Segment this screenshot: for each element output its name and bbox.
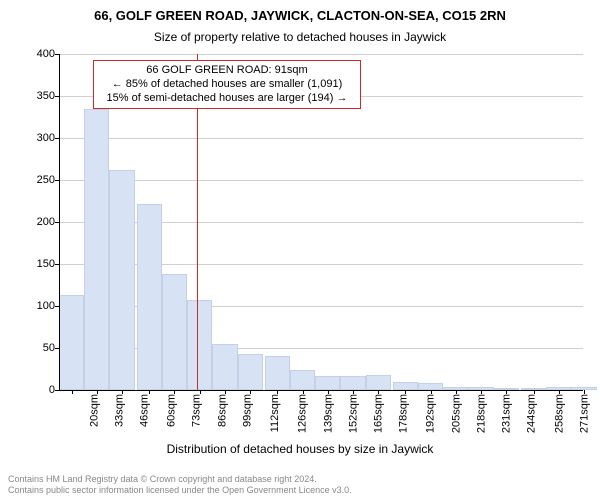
x-tick-label: 192sqm <box>425 394 437 433</box>
histogram-bar <box>84 109 109 390</box>
x-tick-label: 218sqm <box>475 394 487 433</box>
x-tick-label: 126sqm <box>297 394 309 433</box>
x-tick-label: 231sqm <box>501 394 513 433</box>
annotation-line: ← 85% of detached houses are smaller (1,… <box>100 78 354 92</box>
x-tick-label: 152sqm <box>347 394 359 433</box>
page-title: 66, GOLF GREEN ROAD, JAYWICK, CLACTON-ON… <box>0 8 600 23</box>
x-tick-label: 205sqm <box>450 394 462 433</box>
x-tick-label: 20sqm <box>88 394 100 427</box>
x-tick-mark <box>584 390 585 394</box>
y-tick-label: 100 <box>37 300 55 312</box>
gridline <box>59 180 583 181</box>
histogram-bar <box>162 274 187 390</box>
histogram-bar <box>340 376 365 390</box>
histogram-bar <box>393 382 418 390</box>
histogram-bar <box>265 356 290 390</box>
histogram-bar <box>187 300 212 390</box>
x-tick-label: 271sqm <box>578 394 590 433</box>
annotation-box: 66 GOLF GREEN ROAD: 91sqm← 85% of detach… <box>93 60 361 109</box>
plot-area: 05010015020025030035040020sqm33sqm46sqm6… <box>59 54 583 390</box>
y-tick-label: 300 <box>37 132 55 144</box>
annotation-line: 15% of semi-detached houses are larger (… <box>100 92 354 106</box>
histogram-bar <box>137 204 162 390</box>
credits-line-2: Contains public sector information licen… <box>8 485 352 496</box>
histogram-bar <box>315 376 340 390</box>
x-axis-label: Distribution of detached houses by size … <box>0 442 600 456</box>
x-tick-label: 139sqm <box>322 394 334 433</box>
annotation-line: 66 GOLF GREEN ROAD: 91sqm <box>100 64 354 78</box>
histogram-bar <box>418 383 443 390</box>
gridline <box>59 54 583 55</box>
y-tick-label: 250 <box>37 174 55 186</box>
x-tick-label: 46sqm <box>139 394 151 427</box>
x-tick-label: 112sqm <box>269 394 281 432</box>
y-tick-label: 50 <box>43 342 55 354</box>
x-tick-label: 244sqm <box>526 394 538 433</box>
histogram-bar <box>109 170 134 390</box>
y-tick-label: 350 <box>37 90 55 102</box>
histogram-bar <box>238 354 263 390</box>
chart-subtitle: Size of property relative to detached ho… <box>0 30 600 44</box>
y-tick-label: 400 <box>37 48 55 60</box>
gridline <box>59 138 583 139</box>
y-axis-line <box>59 54 60 390</box>
x-tick-label: 178sqm <box>398 394 410 433</box>
credits: Contains HM Land Registry data © Crown c… <box>8 474 352 496</box>
histogram-bar <box>212 344 237 390</box>
histogram-bar <box>59 295 84 390</box>
x-tick-label: 99sqm <box>241 394 253 427</box>
y-tick-label: 200 <box>37 216 55 228</box>
x-tick-label: 165sqm <box>373 394 385 433</box>
x-axis-line <box>59 390 583 391</box>
y-tick-label: 150 <box>37 258 55 270</box>
y-tick-label: 0 <box>49 384 55 396</box>
x-tick-label: 33sqm <box>113 394 125 427</box>
histogram-bar <box>290 370 315 390</box>
x-tick-label: 73sqm <box>191 394 203 427</box>
x-tick-label: 258sqm <box>553 394 565 433</box>
credits-line-1: Contains HM Land Registry data © Crown c… <box>8 474 352 485</box>
histogram-bar <box>366 375 391 390</box>
x-tick-label: 86sqm <box>216 394 228 427</box>
x-tick-label: 60sqm <box>166 394 178 427</box>
